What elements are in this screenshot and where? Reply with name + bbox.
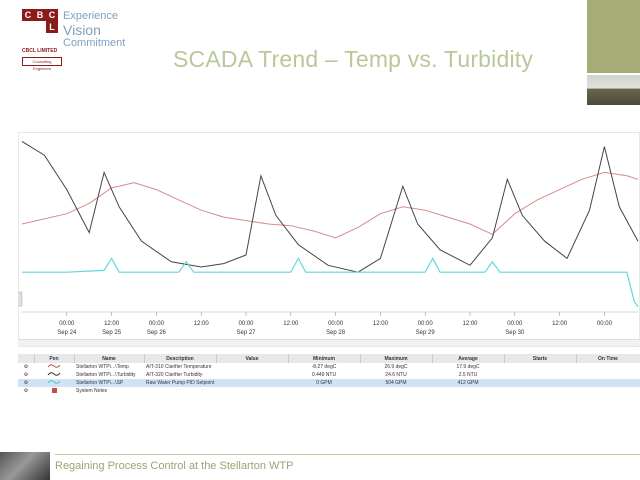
- logo-cell-l: L: [46, 21, 58, 33]
- pen-row[interactable]: ⚙ Stellarton WTP\...\SP Raw Water Pump PID…: [18, 379, 640, 387]
- col-average-header[interactable]: Average: [432, 354, 505, 363]
- pen-average: 2.5 NTU: [458, 372, 478, 378]
- pen-name: Stellarton WTP\...\Temp: [76, 364, 129, 370]
- pen-average: 17.9 degC: [456, 364, 480, 370]
- pen-maximum: 24.6 NTU: [385, 372, 407, 378]
- pen-description: AIT-310 Clarifier Temperature: [146, 364, 212, 370]
- footer-divider: [55, 454, 640, 455]
- y-axis-scroll-handle[interactable]: [18, 291, 23, 307]
- tagline-experience: Experience: [63, 10, 119, 22]
- logo-tagline: Consulting Engineers: [22, 57, 62, 71]
- footer-text: Regaining Process Control at the Stellar…: [55, 460, 294, 472]
- col-starts-header[interactable]: Starts: [504, 354, 577, 363]
- pen-on-time: [576, 379, 640, 387]
- x-tick-time-label: 00:00: [597, 321, 613, 327]
- logo-cell-c1: C: [22, 9, 34, 21]
- pen-wave-icon: [34, 371, 74, 379]
- pen-wave-icon: [34, 363, 74, 371]
- x-tick-time-label: 00:00: [418, 321, 434, 327]
- pen-value: [216, 387, 288, 395]
- pen-name: Stellarton WTP\...\Turbidity: [76, 372, 136, 378]
- pen-visibility-gear-icon[interactable]: ⚙: [23, 388, 29, 394]
- col-on-time-header[interactable]: On Time: [576, 354, 640, 363]
- x-tick-date-label: Sep 30: [505, 330, 525, 336]
- cbcl-logo: C B C L: [22, 9, 58, 47]
- pen-average: [432, 387, 504, 395]
- x-tick-time-label: 00:00: [328, 321, 344, 327]
- pen-visibility-gear-icon[interactable]: ⚙: [23, 364, 29, 370]
- notes-icon: [34, 387, 74, 395]
- logo-cell-c2: C: [46, 9, 58, 21]
- x-tick-time-label: 12:00: [552, 321, 568, 327]
- pen-starts: [504, 387, 576, 395]
- x-tick-date-label: Sep 24: [57, 330, 77, 336]
- pen-row[interactable]: ⚙ Stellarton WTP\...\Turbidity AIT-320 Cla…: [18, 371, 640, 379]
- trend-chart[interactable]: 00:00 Sep 24 12:00 Sep 25 00:00 Sep 26 12:00 00…: [18, 132, 640, 347]
- pen-on-time: [576, 363, 640, 371]
- x-tick-date-label: Sep 27: [236, 330, 256, 336]
- footer-photo: [0, 452, 50, 480]
- col-value-header[interactable]: Value: [216, 354, 289, 363]
- pen-minimum: [288, 387, 360, 395]
- x-tick-time-label: 00:00: [507, 321, 523, 327]
- pen-starts: [504, 379, 576, 387]
- pen-table-header: Pen Name Description Value Minimum Maxim…: [18, 354, 640, 363]
- pen-maximum: 26.9 degC: [384, 364, 408, 370]
- pen-name: System Notes: [76, 388, 108, 394]
- pen-on-time: [576, 387, 640, 395]
- logo-cell-b: B: [34, 9, 46, 21]
- trend-series-line-2: [21, 140, 639, 273]
- x-tick-time-label: 12:00: [283, 321, 299, 327]
- pen-minimum: -8.27 degC: [311, 364, 337, 370]
- pen-on-time: [576, 371, 640, 379]
- pen-maximum: [360, 387, 432, 395]
- col-pen-header[interactable]: Pen: [34, 354, 75, 363]
- x-tick-time-label: 00:00: [59, 321, 75, 327]
- x-tick-date-label: Sep 28: [326, 330, 346, 336]
- x-tick-time-label: 00:00: [238, 321, 254, 327]
- tagline-vision: Vision: [63, 22, 101, 38]
- pen-wave-icon: [34, 379, 74, 387]
- x-tick-time-label: 00:00: [149, 321, 165, 327]
- trend-horizontal-scrollbar[interactable]: [18, 339, 640, 346]
- pen-value: [216, 379, 288, 387]
- header-photo: [587, 75, 640, 105]
- pen-legend-table: Pen Name Description Value Minimum Maxim…: [18, 354, 640, 395]
- x-tick-date-label: Sep 25: [102, 330, 122, 336]
- x-tick-time-label: 12:00: [194, 321, 210, 327]
- pen-minimum: 0 GPM: [288, 379, 360, 387]
- col-visibility-header[interactable]: [18, 354, 35, 363]
- header-accent-block: [587, 0, 640, 73]
- col-minimum-header[interactable]: Minimum: [288, 354, 361, 363]
- tagline-commitment: Commitment: [63, 37, 126, 49]
- pen-starts: [504, 363, 576, 371]
- pen-description: Raw Water Pump PID Setpoint: [144, 379, 216, 387]
- slide-title: SCADA Trend – Temp vs. Turbidity: [173, 46, 534, 72]
- x-tick-time-label: 12:00: [462, 321, 478, 327]
- x-tick-time-label: 12:00: [104, 321, 120, 327]
- trend-series-line-3: [22, 257, 639, 307]
- pen-maximum: 504 GPM: [360, 379, 432, 387]
- x-tick-date-label: Sep 26: [147, 330, 167, 336]
- pen-row[interactable]: ⚙ System Notes: [18, 387, 640, 395]
- x-tick-date-label: Sep 29: [416, 330, 436, 336]
- pen-row[interactable]: ⚙ Stellarton WTP\...\Temp AIT-310 Clarifie…: [18, 363, 640, 371]
- pen-value: [216, 371, 288, 379]
- trend-series-line-1: [21, 171, 639, 239]
- col-description-header[interactable]: Description: [144, 354, 217, 363]
- col-maximum-header[interactable]: Maximum: [360, 354, 433, 363]
- x-tick-time-label: 12:00: [373, 321, 389, 327]
- pen-description: AIT-320 Clarifier Turbidity: [146, 372, 203, 378]
- logo-company-name: CBCL LIMITED: [22, 48, 58, 54]
- pen-description: [144, 387, 216, 395]
- pen-visibility-gear-icon[interactable]: ⚙: [23, 372, 29, 378]
- pen-visibility-gear-icon[interactable]: ⚙: [18, 379, 34, 387]
- pen-name: Stellarton WTP\...\SP: [74, 379, 144, 387]
- pen-average: 412 GPM: [432, 379, 504, 387]
- col-name-header[interactable]: Name: [74, 354, 145, 363]
- pen-value: [216, 363, 288, 371]
- pen-starts: [504, 371, 576, 379]
- pen-minimum: 0.449 NTU: [311, 372, 337, 378]
